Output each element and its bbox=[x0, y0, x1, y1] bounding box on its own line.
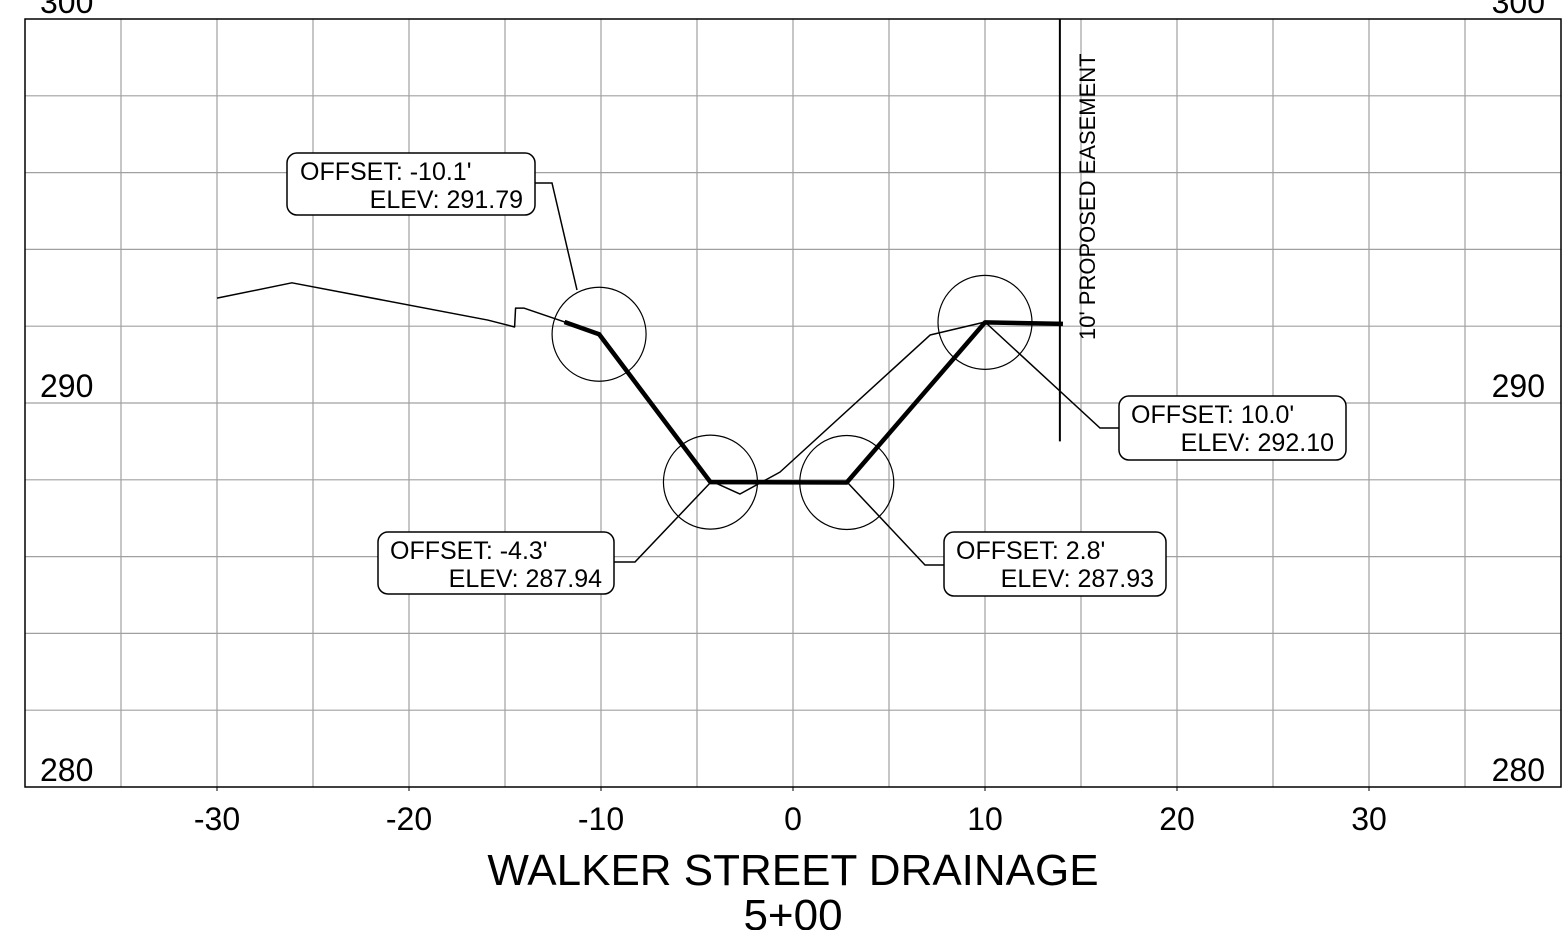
callout-box bbox=[377, 531, 615, 595]
callout-box bbox=[1118, 395, 1347, 461]
callout-elev: ELEV: 287.94 bbox=[449, 565, 602, 593]
chart-title: WALKER STREET DRAINAGE bbox=[487, 846, 1098, 895]
callout-circle bbox=[662, 434, 759, 530]
easement-label: 10' PROPOSED EASEMENT bbox=[1075, 53, 1100, 340]
callout-elev: ELEV: 287.93 bbox=[1001, 565, 1154, 593]
callout-offset: OFFSET: 2.8' bbox=[956, 537, 1105, 565]
profile-line bbox=[563, 319, 1063, 485]
y-tick-label: 280 bbox=[40, 752, 93, 788]
x-tick-label: 0 bbox=[784, 801, 802, 837]
x-tick-label: 20 bbox=[1159, 801, 1195, 837]
callout-elev: ELEV: 291.79 bbox=[370, 186, 523, 214]
callout-offset: OFFSET: -4.3' bbox=[390, 537, 548, 565]
x-tick-label: 30 bbox=[1351, 801, 1387, 837]
x-tick-label: -30 bbox=[194, 801, 240, 837]
callout-offset: OFFSET: 10.0' bbox=[1131, 401, 1294, 429]
callout-offset: OFFSET: -10.1' bbox=[300, 158, 471, 186]
callout-elev: ELEV: 292.10 bbox=[1181, 429, 1334, 457]
y-tick-label: 300 bbox=[1492, 0, 1545, 20]
y-tick-label: 290 bbox=[1492, 368, 1545, 404]
x-tick-label: -10 bbox=[578, 801, 624, 837]
callout-circle bbox=[937, 274, 1033, 370]
y-tick-label: 280 bbox=[1492, 752, 1545, 788]
leader-line bbox=[846, 481, 944, 566]
y-tick-label: 300 bbox=[40, 0, 93, 20]
x-tick-label: -20 bbox=[386, 801, 432, 837]
leader-line bbox=[535, 182, 578, 291]
callout-box bbox=[286, 152, 536, 216]
y-tick-label: 290 bbox=[40, 368, 93, 404]
leader-line bbox=[614, 481, 712, 563]
chart-subtitle: 5+00 bbox=[743, 891, 842, 930]
callout-circle bbox=[551, 286, 647, 382]
callout-box bbox=[943, 531, 1167, 597]
callout-circle bbox=[799, 434, 895, 531]
x-tick-label: 10 bbox=[967, 801, 1003, 837]
leader-line bbox=[984, 321, 1119, 429]
